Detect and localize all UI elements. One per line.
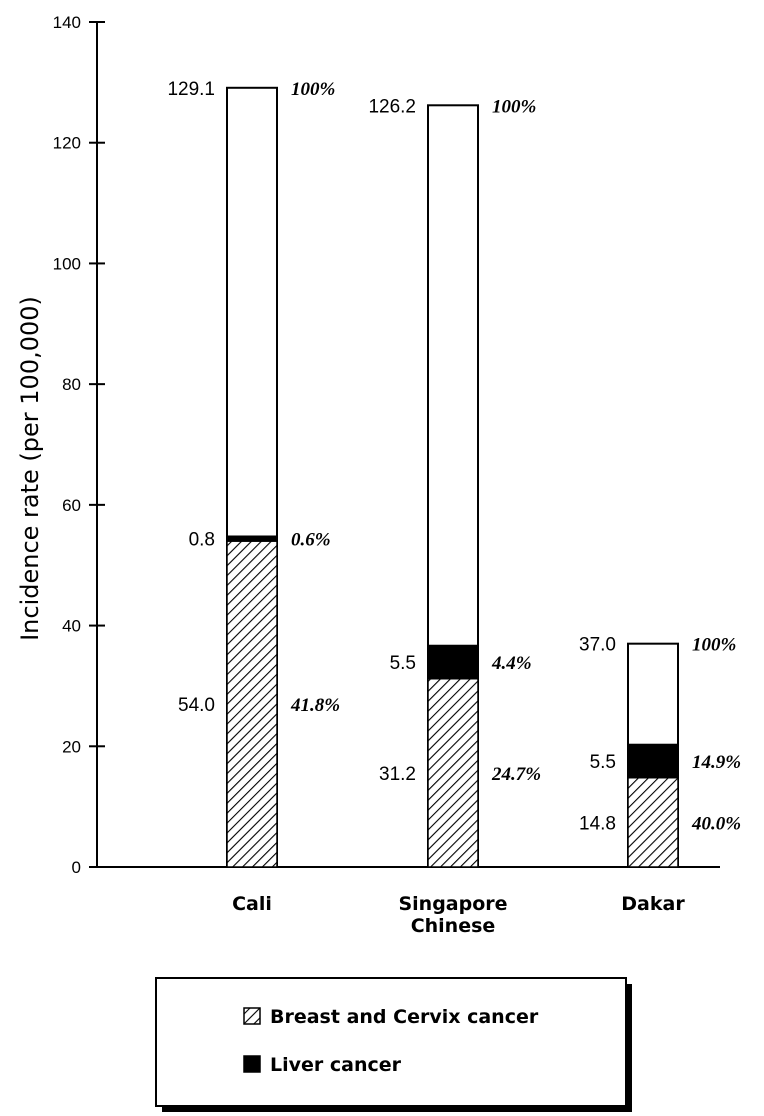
- bar-liver: [427, 644, 479, 680]
- liver-pct-label: 0.6%: [291, 530, 331, 551]
- total-value-label: 129.1: [167, 79, 215, 100]
- axes: 0 20 40 60 80 100 120 140 Incidence rate (per 10…: [16, 13, 720, 877]
- y-tick-label: 120: [53, 134, 81, 153]
- liver-pct-label: 4.4%: [491, 653, 532, 674]
- total-pct-label: 100%: [492, 96, 536, 117]
- breast-cervix-pct-label: 24.7%: [491, 764, 541, 785]
- bars: [226, 86, 679, 869]
- bar-breast-cervix: [226, 540, 278, 868]
- liver-value-label: 0.8: [189, 530, 215, 551]
- data-labels: 129.1 100% 0.8 0.6% 54.0 41.8% Cali 126.2 100% 5.…: [167, 79, 741, 937]
- bar-breast-cervix: [627, 776, 679, 868]
- y-tick-label: 140: [53, 13, 81, 32]
- y-axis-label: Incidence rate (per 100,000): [16, 296, 44, 641]
- liver-value-label: 5.5: [390, 653, 416, 674]
- legend-box: [155, 977, 627, 1107]
- breast-cervix-value-label: 31.2: [379, 764, 416, 785]
- legend: Breast and Cervix cancer Liver cancer: [155, 977, 632, 1112]
- breast-cervix-value-label: 14.8: [579, 813, 616, 834]
- bar-liver: [627, 743, 679, 779]
- y-tick-label: 100: [53, 254, 81, 273]
- bar-liver: [226, 535, 278, 542]
- bar-breast-cervix: [427, 677, 479, 868]
- x-category-label: Cali: [232, 893, 272, 915]
- legend-swatch-liver: [243, 1055, 261, 1073]
- y-tick-label: 0: [72, 858, 81, 877]
- y-tick-label: 20: [62, 737, 81, 756]
- liver-value-label: 5.5: [590, 752, 616, 773]
- x-category-label: Dakar: [621, 893, 685, 915]
- liver-pct-label: 14.9%: [692, 752, 741, 773]
- legend-label-liver: Liver cancer: [270, 1054, 402, 1076]
- total-pct-label: 100%: [692, 635, 736, 656]
- legend-label-breast-cervix: Breast and Cervix cancer: [270, 1006, 539, 1028]
- x-category-label: Chinese: [411, 915, 496, 937]
- breast-cervix-pct-label: 41.8%: [290, 695, 340, 716]
- y-tick-label: 60: [62, 496, 81, 515]
- y-tick-label: 40: [62, 617, 81, 636]
- x-category-label: Singapore: [398, 893, 507, 915]
- breast-cervix-value-label: 54.0: [178, 695, 215, 716]
- total-value-label: 37.0: [579, 635, 616, 656]
- y-tick-label: 80: [62, 375, 81, 394]
- total-value-label: 126.2: [368, 96, 416, 117]
- total-pct-label: 100%: [291, 79, 335, 100]
- legend-swatch-breast-cervix: [243, 1007, 261, 1025]
- breast-cervix-pct-label: 40.0%: [691, 813, 741, 834]
